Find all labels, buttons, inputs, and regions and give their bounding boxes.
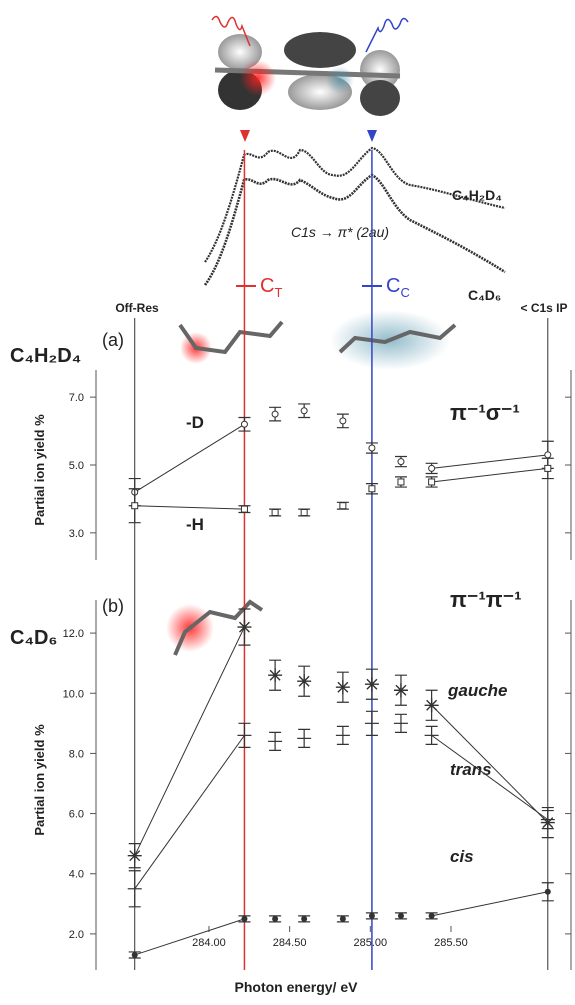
series-label: cis [450,847,474,866]
y-tick-label: 3.0 [69,528,84,540]
marker [368,444,376,452]
y-tick-label: 4.0 [69,869,84,881]
marker [241,915,248,922]
x-axis-label: Photon energy/ eV [235,979,359,995]
marker [339,417,347,425]
marker [368,485,376,493]
y-tick-label: 10.0 [63,688,84,700]
marker [271,410,279,418]
marker [335,680,350,695]
marker [131,502,139,510]
marker [544,451,552,459]
marker [544,464,552,472]
cc-sub: C [400,285,409,300]
connector [431,467,548,483]
marker [397,478,405,486]
series-label: -D [186,413,204,432]
trace-label: C₄H₂D₄ [452,187,502,203]
marker [339,502,347,510]
x-tick-label: 285.50 [434,937,468,949]
connector [431,734,549,820]
marker [364,677,379,692]
marker [240,420,248,428]
marker [300,509,308,516]
marker [393,683,408,698]
molecule-label: C₄H₂D₄ [10,345,81,367]
molecule-sketch [166,310,457,656]
connector [134,423,245,493]
plots: 3.0 5.0 7.0 2.0 4.0 6.0 8.0 10.0 12.0 284.00 284.5… [63,150,572,970]
marker [268,668,283,683]
marker [131,951,138,958]
marker [127,848,142,863]
marker [301,915,308,922]
ct-main: C [260,275,274,297]
marker [271,509,279,516]
channel-label: π⁻¹σ⁻¹ [450,400,520,425]
y-axis-label: Partial ion yield % [32,414,47,526]
edge-label: Off-Res [115,301,159,315]
connector [431,704,549,823]
orbital-illustration [211,15,409,116]
marker [428,478,436,486]
y-tick-label: 7.0 [69,392,84,404]
molecule-label: C₄D₆ [10,627,58,649]
cc-main: C [386,275,400,297]
channel-label: π⁻¹π⁻¹ [450,587,522,612]
panel-label: (a) [102,330,124,350]
marker [428,464,436,472]
connector [134,505,245,510]
y-tick-label: 8.0 [69,748,84,760]
marker [397,458,405,466]
y-tick-label: 12.0 [63,628,84,640]
connector [134,735,245,890]
marker [240,505,248,513]
y-tick-label: 5.0 [69,460,84,472]
connector [134,918,245,956]
marker [544,888,551,895]
series-label: trans [450,760,492,779]
x-tick-label: 284.50 [273,937,307,949]
x-tick-label: 285.00 [353,937,387,949]
transition-label: C1s → π* (2au) [291,224,389,240]
ct-sub: T [274,285,282,300]
y-tick-label: 6.0 [69,809,84,821]
marker [237,620,252,635]
series-label: gauche [447,681,508,700]
marker [297,674,312,689]
edge-label: < C1s IP [520,301,567,315]
trace-label: C₄D₆ [468,287,501,303]
connector [431,891,548,917]
y-tick-label: 2.0 [69,929,84,941]
panel-label: (b) [102,596,124,616]
connector [431,454,548,469]
x-tick-label: 284.00 [192,937,226,949]
cc-label: CC [386,275,410,300]
marker [397,912,404,919]
marker [428,912,435,919]
y-axis-label: Partial ion yield % [32,724,47,836]
ct-label: CT [260,275,282,300]
marker [272,915,279,922]
marker [368,912,375,919]
marker [339,915,346,922]
marker [300,407,308,415]
series-label: -H [186,515,204,534]
marker [424,698,439,713]
spectrum-traces [203,130,506,287]
connector [134,626,245,856]
